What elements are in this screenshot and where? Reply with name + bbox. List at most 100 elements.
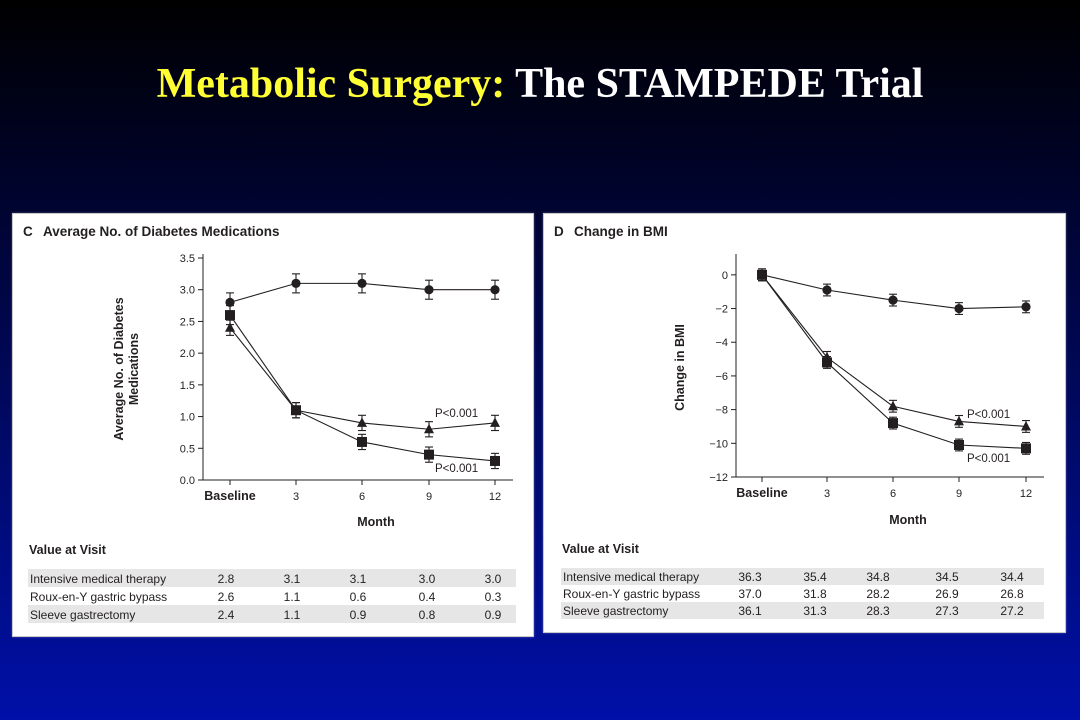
y-tick-label: −4	[715, 337, 728, 349]
table-cell-value: 3.1	[350, 572, 367, 586]
data-point-square	[424, 449, 434, 460]
table-row-label: Sleeve gastrectomy	[563, 604, 668, 618]
data-point-triangle	[291, 404, 301, 415]
data-point-triangle	[357, 417, 367, 427]
x-tick-label: Baseline	[736, 486, 787, 500]
data-point-square	[357, 436, 367, 447]
y-tick-label: −12	[709, 472, 728, 484]
chart-panel-medications: C Average No. of Diabetes Medications 0.0 0…	[12, 213, 534, 637]
y-tick-label: −8	[715, 405, 728, 417]
p-value-label: P<0.001	[435, 408, 478, 420]
table-cell-value: 34.8	[866, 570, 890, 584]
y-tick-label: 0.0	[180, 475, 195, 487]
data-point-triangle	[490, 417, 500, 427]
data-point-triangle	[888, 400, 898, 411]
table-cell-value: 34.4	[1000, 570, 1024, 584]
table-header: Value at Visit	[562, 542, 640, 556]
data-point-circle	[954, 303, 964, 314]
x-tick-label: 9	[956, 488, 962, 500]
table-cell-value: 0.8	[419, 608, 436, 622]
table-cell-value: 26.9	[935, 587, 959, 601]
table-cell-value: 0.4	[419, 590, 436, 604]
slide-title-accent: Metabolic Surgery:	[156, 61, 506, 107]
data-point-triangle	[1021, 420, 1031, 431]
table-row-label: Roux-en-Y gastric bypass	[563, 587, 700, 601]
chart-title: Average No. of Diabetes Medications	[43, 224, 280, 239]
y-tick-label: 0	[722, 270, 728, 282]
bmi-chart: D Change in BMI −12 −10 −8 −6 −4 −2 0 Baseline 3 6 9…	[554, 224, 1044, 619]
data-point-triangle	[954, 415, 964, 426]
table-cell-value: 2.6	[218, 590, 235, 604]
y-axis-title: Average No. of DiabetesMedications	[112, 297, 141, 440]
x-tick-label: 6	[890, 488, 896, 500]
table-row-bg	[28, 605, 516, 623]
table-row-bg	[561, 568, 1044, 585]
data-point-triangle	[757, 269, 767, 279]
data-point-triangle	[424, 423, 434, 434]
panel-label: C	[23, 224, 33, 239]
table-cell-value: 1.1	[284, 590, 301, 604]
data-point-circle	[822, 285, 832, 295]
medications-chart: C Average No. of Diabetes Medications 0.0 0…	[23, 224, 516, 623]
panel-label: D	[554, 224, 564, 239]
data-point-triangle	[822, 351, 832, 362]
table-row-bg	[561, 602, 1044, 619]
data-point-square	[1021, 443, 1031, 454]
x-tick-label: 9	[426, 491, 432, 503]
y-tick-label: 3.5	[180, 253, 195, 265]
table-cell-value: 3.1	[284, 572, 301, 586]
y-tick-label: −6	[715, 371, 728, 383]
p-value-label: P<0.001	[435, 463, 478, 475]
x-tick-label: 6	[359, 491, 365, 503]
chart-title: Change in BMI	[574, 224, 668, 239]
y-tick-label: 1.0	[180, 412, 195, 424]
chart-panel-bmi: D Change in BMI −12 −10 −8 −6 −4 −2 0 Baseline 3 6 9…	[543, 213, 1066, 633]
table-row-bg	[28, 569, 516, 587]
data-point-circle	[357, 278, 367, 288]
data-point-circle	[490, 285, 500, 295]
y-tick-label: 3.0	[180, 285, 195, 297]
table-cell-value: 36.1	[738, 604, 762, 618]
p-value-label: P<0.001	[967, 409, 1010, 421]
data-point-triangle	[225, 322, 235, 332]
table-cell-value: 2.8	[218, 572, 235, 586]
y-tick-label: −10	[709, 438, 728, 450]
table-cell-value: 1.1	[284, 608, 301, 622]
table-cell-value: 0.3	[485, 590, 502, 604]
y-axis-title: Change in BMI	[673, 324, 687, 411]
table-cell-value: 0.9	[485, 608, 502, 622]
table-cell-value: 37.0	[738, 587, 762, 601]
data-point-circle	[424, 285, 434, 295]
table-cell-value: 2.4	[218, 608, 235, 622]
table-header: Value at Visit	[29, 543, 107, 557]
table-cell-value: 3.0	[485, 572, 502, 586]
x-tick-label: 3	[824, 488, 830, 500]
table-cell-value: 28.3	[866, 604, 890, 618]
data-point-square	[954, 439, 964, 450]
table-cell-value: 31.3	[803, 604, 827, 618]
y-tick-label: 1.5	[180, 380, 195, 392]
data-point-circle	[888, 295, 898, 305]
data-point-square	[888, 418, 898, 429]
table-cell-value: 27.3	[935, 604, 959, 618]
slide-title: Metabolic Surgery: The STAMPEDE Trial	[0, 58, 1080, 110]
x-tick-label: 12	[1020, 488, 1032, 500]
table-cell-value: 35.4	[803, 570, 827, 584]
slide-title-main: The STAMPEDE Trial	[515, 61, 924, 107]
y-tick-label: 2.5	[180, 316, 195, 328]
data-point-square	[225, 310, 235, 321]
data-point-circle	[291, 278, 301, 288]
table-cell-value: 0.9	[350, 608, 367, 622]
table-cell-value: 26.8	[1000, 587, 1024, 601]
x-axis-title: Month	[889, 513, 926, 527]
table-row-label: Sleeve gastrectomy	[30, 608, 135, 622]
table-cell-value: 36.3	[738, 570, 762, 584]
x-tick-label: 12	[489, 491, 501, 503]
table-cell-value: 27.2	[1000, 604, 1024, 618]
table-row-label: Intensive medical therapy	[563, 570, 699, 584]
y-tick-label: 0.5	[180, 443, 195, 455]
y-tick-label: 2.0	[180, 348, 195, 360]
table-cell-value: 3.0	[419, 572, 436, 586]
table-cell-value: 28.2	[866, 587, 890, 601]
p-value-label: P<0.001	[967, 453, 1010, 465]
